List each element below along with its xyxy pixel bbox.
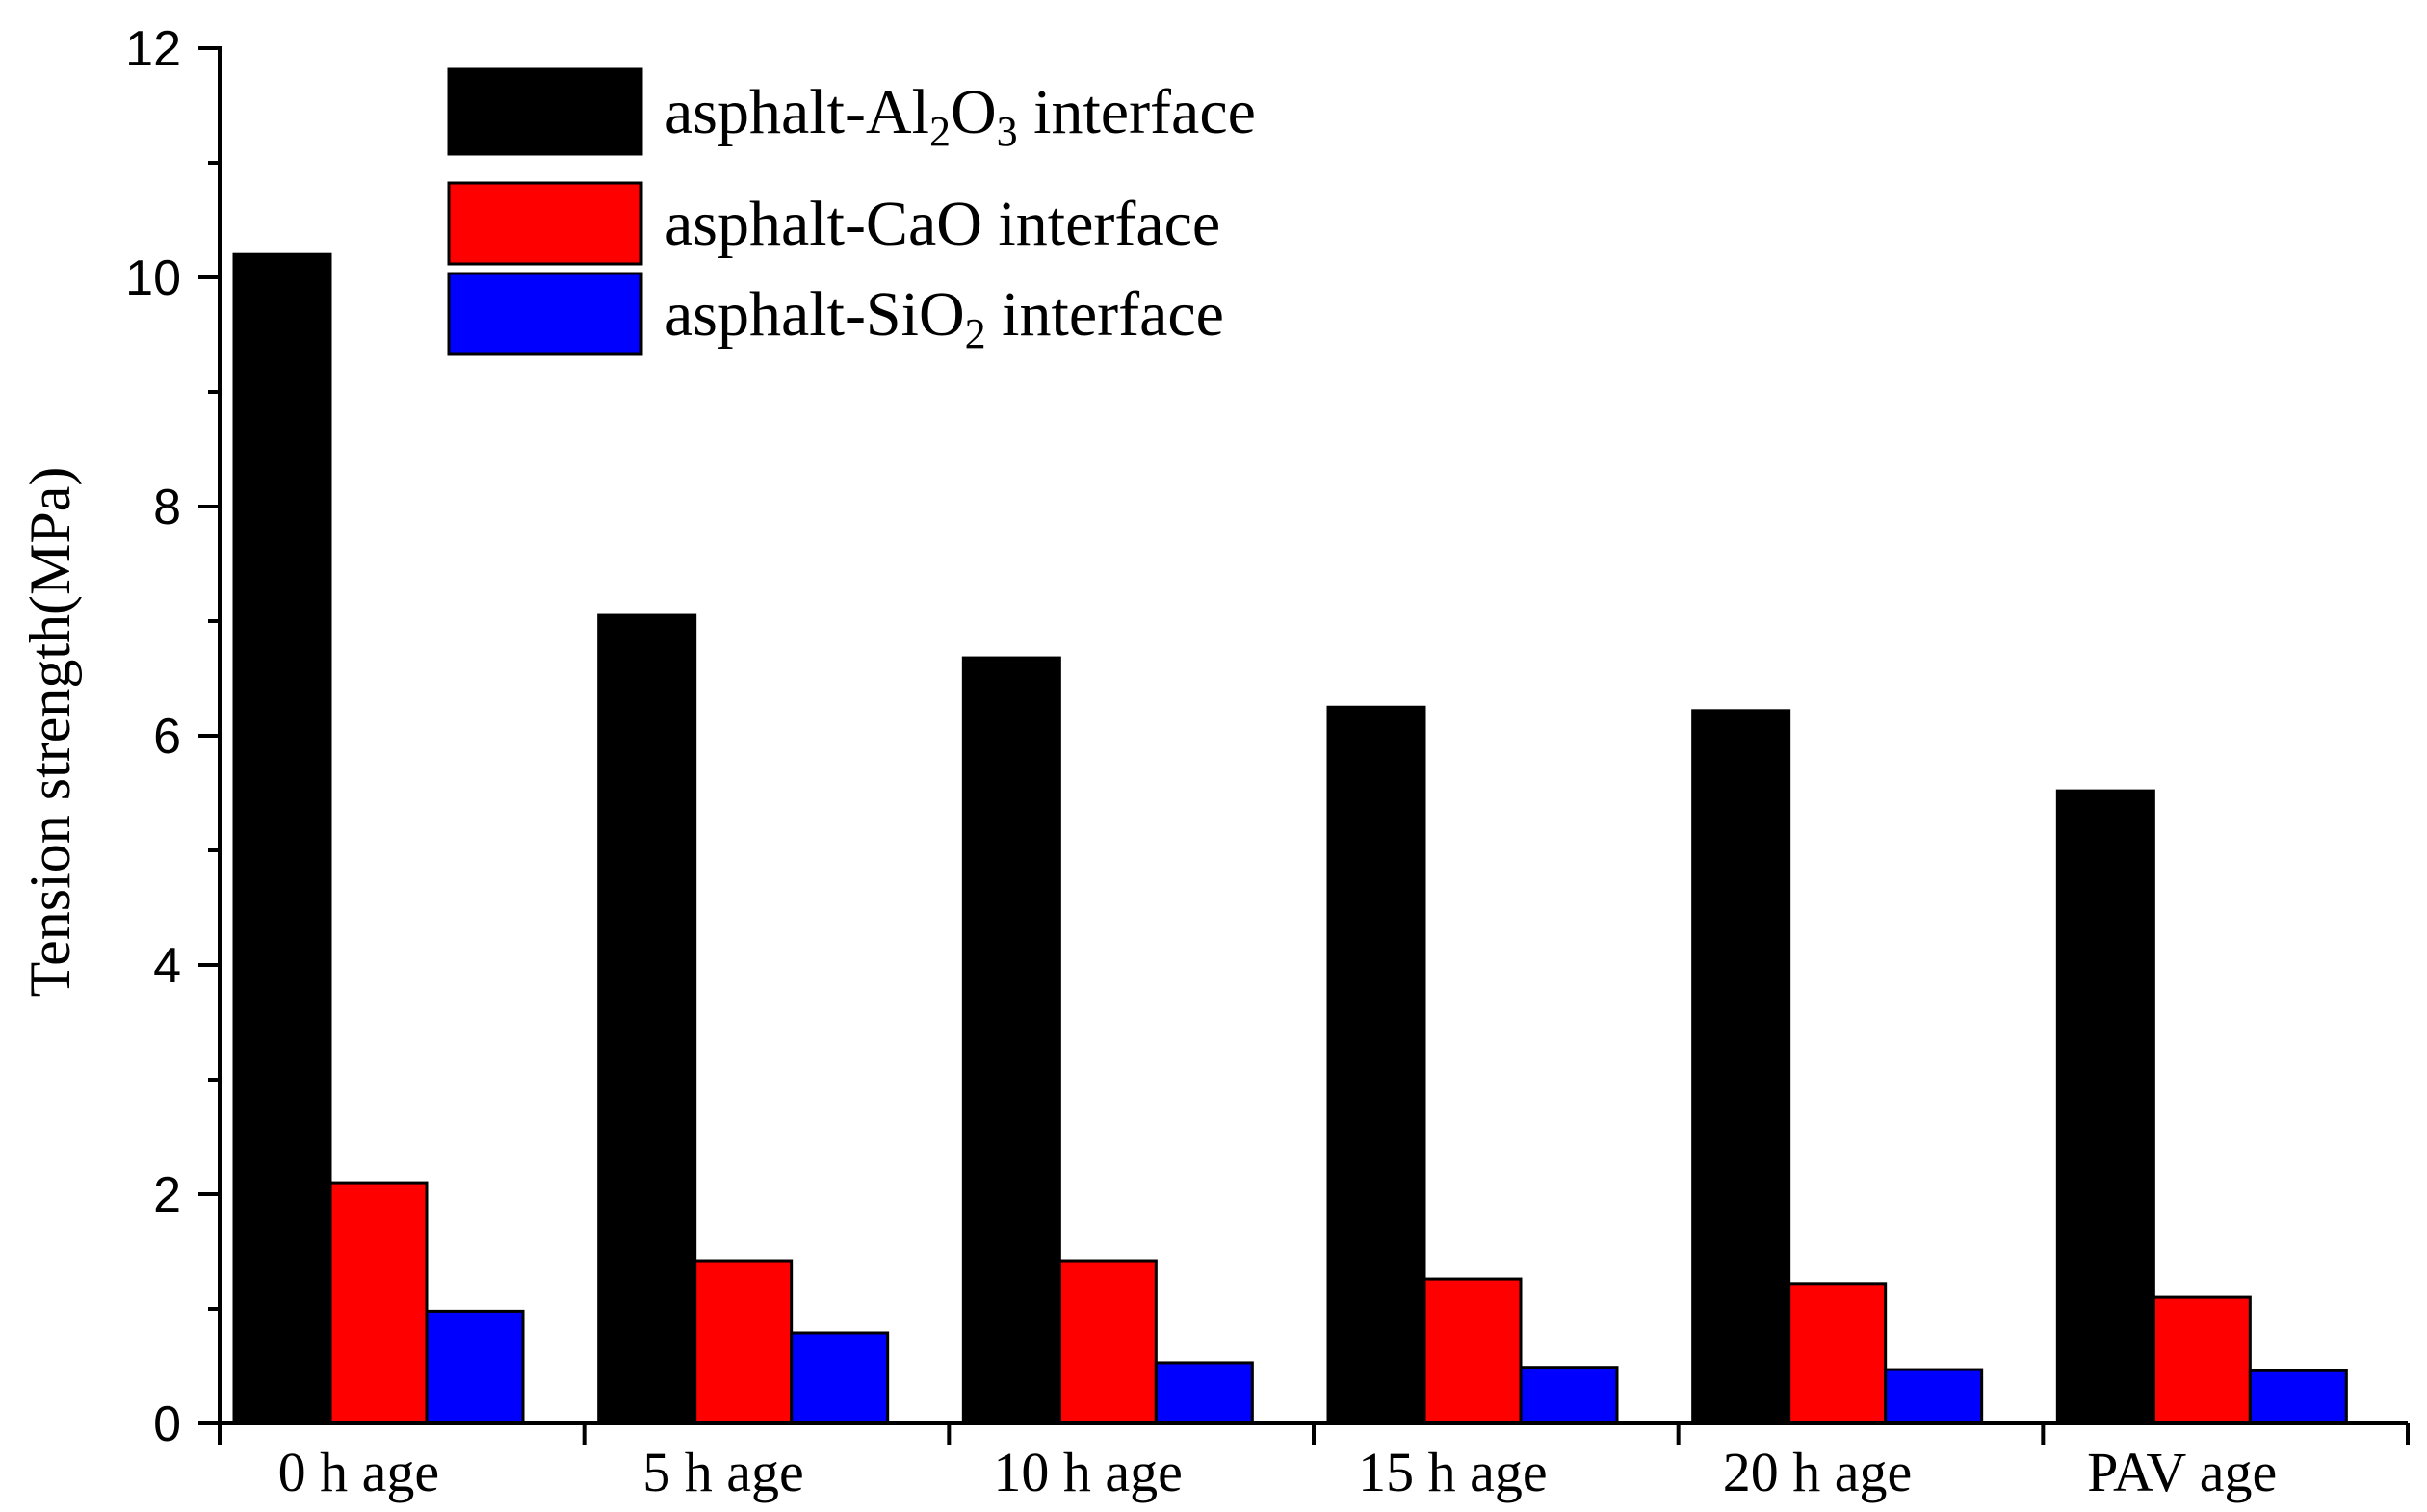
legend-swatch-3 — [447, 272, 643, 356]
bar-3-4 — [1519, 1366, 1619, 1425]
bar-1-2 — [597, 613, 697, 1425]
bar-3-2 — [790, 1331, 890, 1425]
y-tick-label: 8 — [153, 480, 181, 535]
bar-1-6 — [2055, 789, 2155, 1425]
y-axis-title: Tension strength(MPa) — [18, 467, 82, 998]
y-tick-label: 6 — [153, 709, 181, 765]
legend-label-3: asphalt-SiO2 interface — [665, 279, 1224, 357]
x-tick-label: 0 h age — [278, 1441, 440, 1503]
y-tick-label: 4 — [153, 938, 181, 994]
bars-group — [232, 252, 2348, 1425]
y-tick-label: 2 — [153, 1167, 181, 1223]
x-tick-label: 15 h age — [1358, 1441, 1548, 1503]
bar-3-6 — [2248, 1369, 2348, 1425]
y-tick-label: 0 — [153, 1396, 181, 1452]
bar-3-1 — [425, 1309, 525, 1425]
x-tick-label: 20 h age — [1723, 1441, 1913, 1503]
bar-2-5 — [1788, 1282, 1888, 1425]
bar-3-3 — [1154, 1361, 1254, 1425]
y-tick-label: 10 — [125, 250, 181, 306]
legend-swatch-2 — [447, 181, 643, 266]
x-tick-label: 5 h age — [642, 1441, 804, 1503]
bar-2-6 — [2152, 1295, 2252, 1425]
legend-swatch-1 — [447, 67, 643, 156]
bar-1-4 — [1326, 705, 1426, 1425]
bar-1-3 — [961, 656, 1061, 1425]
bar-2-1 — [328, 1181, 429, 1425]
bar-2-4 — [1422, 1277, 1523, 1425]
bar-3-5 — [1884, 1368, 1984, 1425]
bar-1-1 — [232, 252, 332, 1425]
x-tick-label: PAV age — [2087, 1441, 2277, 1503]
y-tick-label: 12 — [125, 21, 181, 77]
bar-2-2 — [693, 1259, 794, 1425]
legend-label-1: asphalt-Al2O3 interface — [665, 77, 1256, 155]
axes-group: 0 2 4 6 8 10 12 0 h age 5 h age 10 h age 15 h age 2… — [125, 21, 2410, 1503]
legend-label-2: asphalt-CaO interface — [665, 189, 1220, 259]
legend: asphalt-Al2O3 interface asphalt-CaO inter… — [447, 67, 1256, 357]
bar-1-5 — [1691, 709, 1791, 1425]
bar-2-3 — [1057, 1259, 1158, 1425]
x-tick-label: 10 h age — [993, 1441, 1183, 1503]
